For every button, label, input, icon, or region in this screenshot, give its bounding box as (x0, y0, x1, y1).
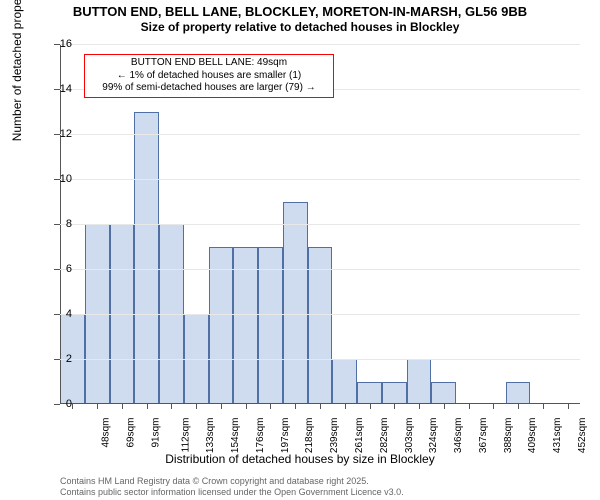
property-size-chart: BUTTON END, BELL LANE, BLOCKLEY, MORETON… (0, 0, 600, 500)
x-tick (122, 404, 123, 409)
chart-title-line1: BUTTON END, BELL LANE, BLOCKLEY, MORETON… (0, 4, 600, 19)
bar (332, 359, 357, 404)
bar (357, 382, 382, 405)
x-tick-label: 367sqm (478, 418, 489, 454)
x-tick (518, 404, 519, 409)
x-tick-label: 239sqm (329, 418, 340, 454)
bar (407, 359, 432, 404)
bar (382, 382, 407, 405)
footer-line1: Contains HM Land Registry data © Crown c… (60, 476, 590, 487)
footer-line2: Contains public sector information licen… (60, 487, 590, 498)
x-tick-label: 324sqm (428, 418, 439, 454)
gridline (60, 44, 580, 45)
y-axis-label: Number of detached properties (10, 0, 24, 141)
x-tick-label: 282sqm (379, 418, 390, 454)
bar (308, 247, 333, 405)
x-tick (97, 404, 98, 409)
gridline (60, 359, 580, 360)
x-tick-label: 197sqm (280, 418, 291, 454)
x-tick (270, 404, 271, 409)
x-tick (444, 404, 445, 409)
bar (258, 247, 283, 405)
x-tick (246, 404, 247, 409)
footer-attribution: Contains HM Land Registry data © Crown c… (60, 476, 590, 498)
bar (209, 247, 234, 405)
y-tick-label: 8 (44, 218, 72, 230)
bar (233, 247, 258, 405)
chart-title-line2: Size of property relative to detached ho… (0, 20, 600, 34)
x-tick (147, 404, 148, 409)
x-tick-label: 91sqm (150, 418, 161, 448)
x-tick (394, 404, 395, 409)
x-tick (171, 404, 172, 409)
x-tick (568, 404, 569, 409)
x-tick-label: 346sqm (453, 418, 464, 454)
y-tick-label: 4 (44, 308, 72, 320)
gridline (60, 314, 580, 315)
x-tick-label: 176sqm (255, 418, 266, 454)
x-tick (419, 404, 420, 409)
bar (431, 382, 456, 405)
x-tick-label: 112sqm (180, 418, 191, 453)
y-tick-label: 2 (44, 353, 72, 365)
gridline (60, 179, 580, 180)
bar (506, 382, 531, 405)
x-tick-label: 133sqm (206, 418, 217, 454)
x-tick (295, 404, 296, 409)
annotation-box: BUTTON END BELL LANE: 49sqm← 1% of detac… (84, 54, 334, 98)
x-tick-label: 48sqm (101, 418, 112, 448)
x-tick (72, 404, 73, 409)
y-tick-label: 12 (44, 128, 72, 140)
x-axis-label: Distribution of detached houses by size … (0, 452, 600, 466)
y-tick-label: 6 (44, 263, 72, 275)
bar (283, 202, 308, 405)
gridline (60, 269, 580, 270)
x-tick-label: 218sqm (305, 418, 316, 454)
x-tick (320, 404, 321, 409)
annotation-line: 99% of semi-detached houses are larger (… (89, 82, 329, 95)
x-tick (345, 404, 346, 409)
plot-area: 48sqm69sqm91sqm112sqm133sqm154sqm176sqm1… (60, 44, 580, 404)
x-tick-label: 409sqm (527, 418, 538, 454)
y-tick-label: 16 (44, 38, 72, 50)
x-tick-label: 261sqm (354, 418, 365, 454)
x-tick-label: 69sqm (126, 418, 137, 448)
x-tick-label: 431sqm (552, 418, 563, 454)
bar (134, 112, 159, 405)
y-tick-label: 14 (44, 83, 72, 95)
x-tick-label: 154sqm (230, 418, 241, 454)
gridline (60, 224, 580, 225)
x-tick-label: 452sqm (577, 418, 588, 454)
annotation-line: ← 1% of detached houses are smaller (1) (89, 70, 329, 83)
y-tick-label: 10 (44, 173, 72, 185)
gridline (60, 134, 580, 135)
x-tick (196, 404, 197, 409)
chart-title-block: BUTTON END, BELL LANE, BLOCKLEY, MORETON… (0, 4, 600, 34)
x-tick (543, 404, 544, 409)
x-tick (221, 404, 222, 409)
x-tick-label: 303sqm (404, 418, 415, 454)
annotation-line: BUTTON END BELL LANE: 49sqm (89, 57, 329, 70)
x-tick-label: 388sqm (503, 418, 514, 454)
x-tick (493, 404, 494, 409)
y-tick-label: 0 (44, 398, 72, 410)
x-tick (370, 404, 371, 409)
x-tick (469, 404, 470, 409)
